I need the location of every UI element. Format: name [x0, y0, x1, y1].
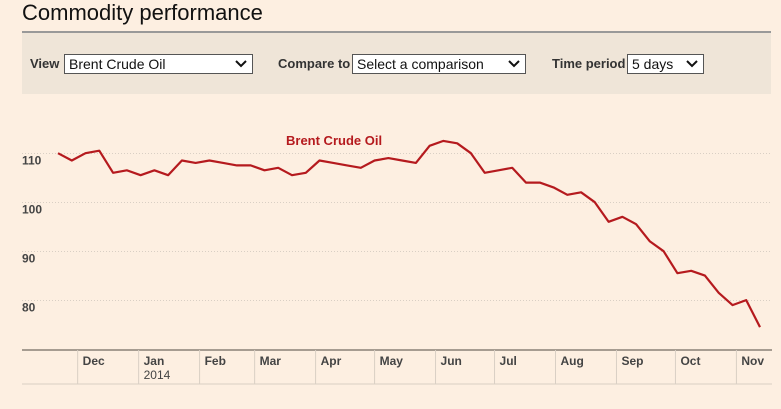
period-select[interactable]: 5 days — [627, 54, 704, 74]
period-select-value: 5 days — [632, 56, 674, 72]
series-line-brent — [57, 139, 761, 328]
x-tick-label: Mar — [260, 354, 282, 368]
x-tick-label: Oct — [680, 354, 700, 368]
x-tick-label: Apr — [321, 354, 342, 368]
x-tick-label: Nov — [741, 354, 764, 368]
view-label: View — [30, 56, 60, 71]
x-tick-label: May — [380, 354, 404, 368]
chevron-down-icon — [508, 60, 520, 68]
period-label: Time period — [552, 56, 626, 71]
y-tick-label: 80 — [22, 301, 36, 315]
view-select[interactable]: Brent Crude Oil — [64, 54, 253, 74]
view-select-value: Brent Crude Oil — [69, 56, 166, 72]
y-tick-label: 100 — [22, 203, 42, 217]
x-tick-label: Jun — [441, 354, 462, 368]
x-tick-label: Dec — [83, 354, 105, 368]
x-tick-label: Feb — [205, 354, 226, 368]
compare-label: Compare to — [278, 56, 351, 71]
x-tick-label: Sep — [621, 354, 643, 368]
x-tick-label: Aug — [560, 354, 583, 368]
chevron-down-icon — [235, 60, 247, 68]
controls-bar: View Brent Crude Oil Compare to Select a… — [22, 31, 771, 94]
y-tick-label: 90 — [22, 252, 36, 266]
x-tick-label: Jul — [500, 354, 517, 368]
y-tick-label: 110 — [22, 154, 42, 168]
chevron-down-icon — [686, 60, 698, 68]
x-tick-sublabel: 2014 — [144, 368, 171, 382]
compare-select[interactable]: Select a comparison — [352, 54, 526, 74]
series-label: Brent Crude Oil — [286, 133, 382, 148]
page-title: Commodity performance — [22, 0, 263, 25]
compare-select-value: Select a comparison — [357, 56, 484, 72]
x-tick-label: Jan — [144, 354, 165, 368]
